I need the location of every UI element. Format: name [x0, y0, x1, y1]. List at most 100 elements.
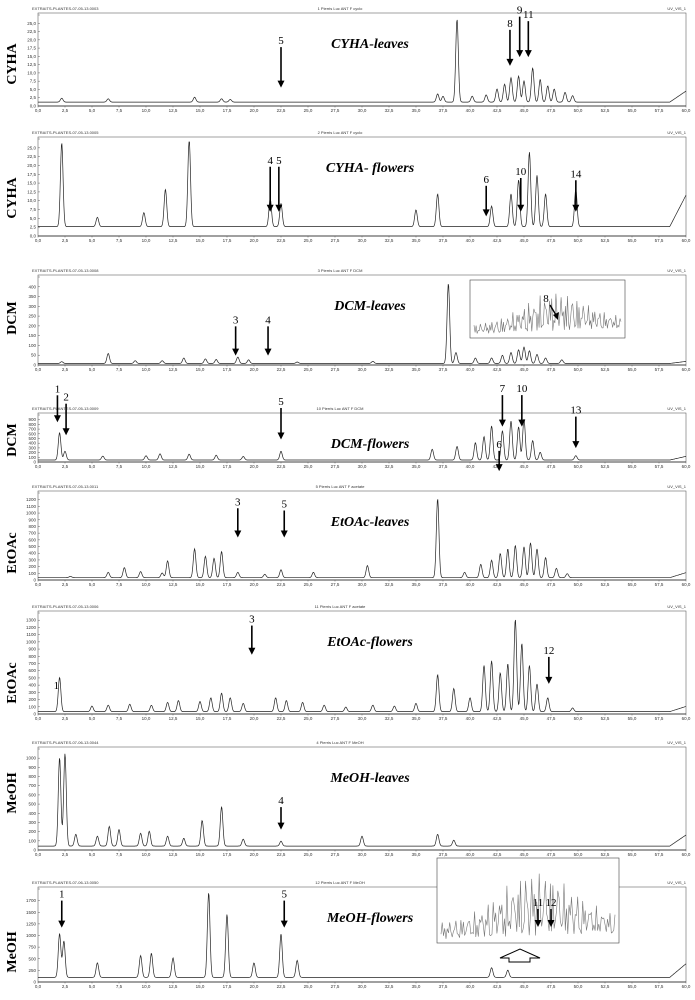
panel-1-arrow-head [277, 80, 285, 88]
panel-3-header-center: 3 Pierris Luc ANT F DCM [318, 268, 363, 273]
panel-2-x-tick: 2,5 [62, 238, 69, 243]
panel-6-frame [37, 610, 687, 715]
panel-3-x-tick: 55,0 [628, 367, 637, 372]
panel-5-arrow-label: 6 [496, 439, 502, 451]
panel-1-x-tick: 55,0 [628, 108, 637, 113]
panel-7-y-tick: 400 [28, 811, 36, 816]
panel-1-x-tick: 50,0 [574, 108, 583, 113]
panel-3-y-tick: 50 [31, 353, 37, 358]
panel-5-arrow-head [234, 530, 242, 538]
panel-1-y-tick: 12,5 [27, 62, 36, 67]
panel-2-arrow-head [517, 204, 525, 212]
panel-4-y-tick: 700 [28, 427, 36, 432]
panel-5-x-tick: 60,0 [682, 582, 691, 587]
panel-1-x-tick: 15,0 [196, 108, 205, 113]
panel-4-x-tick: 12,5 [169, 464, 178, 469]
panel-3-y-tick: 400 [28, 284, 36, 289]
panel-4-x-tick: 15,0 [196, 464, 205, 469]
panel-5-x-tick: 15,0 [196, 582, 205, 587]
panel-3-x-tick: 57,5 [655, 367, 664, 372]
panel-5-y-tick: 1100 [26, 504, 36, 509]
panel-5-arrow-label: 3 [235, 496, 241, 508]
panel-5-y-tick: 700 [28, 531, 36, 536]
panel-7-x-tick: 0,0 [35, 852, 42, 857]
panel-2-x-tick: 42,5 [493, 238, 502, 243]
panel-8-x-tick: 50,0 [574, 984, 583, 989]
panel-7-header-right: UV_VIS_1 [667, 740, 686, 745]
panel-6-x-tick: 20,0 [250, 716, 259, 721]
panel-6-y-tick: 400 [28, 683, 36, 688]
panel-5-x-tick: 47,5 [547, 582, 556, 587]
panel-4-arrow-label: 5 [278, 396, 284, 408]
panel-3-inset-trace [473, 293, 622, 334]
panel-6-x-tick: 5,0 [89, 716, 96, 721]
panel-8-x-tick: 35,0 [412, 984, 421, 989]
panel-3-x-tick: 15,0 [196, 367, 205, 372]
panel-3-title: DCM-leaves [333, 299, 406, 314]
panel-8-x-tick: 57,5 [655, 984, 664, 989]
panel-8-trace [38, 893, 687, 978]
panel-2-x-tick: 0,0 [35, 238, 42, 243]
panel-5-header-right: UV_VIS_1 [667, 484, 686, 489]
panel-5-x-tick: 57,5 [655, 582, 664, 587]
panel-5-x-tick: 27,5 [331, 582, 340, 587]
panel-7-x-tick: 50,0 [574, 852, 583, 857]
panel-4-arrow-head [277, 432, 285, 440]
panel-3: EXTRAITS-PLANTES-07-05-13.0008 3 Pierris … [5, 268, 691, 372]
panel-3-x-tick: 35,0 [412, 367, 421, 372]
panel-2-arrow-head [275, 204, 283, 212]
panel-8-arrow-label: 5 [281, 889, 287, 901]
panel-8-x-tick: 37,5 [439, 984, 448, 989]
panel-7-y-tick: 600 [28, 792, 36, 797]
panel-8-y-tick: 1000 [26, 933, 37, 938]
panel-3-x-tick: 5,0 [89, 367, 96, 372]
panel-5-x-tick: 12,5 [169, 582, 178, 587]
panel-6-x-tick: 32,5 [385, 716, 394, 721]
panel-5-x-tick: 37,5 [439, 582, 448, 587]
panel-3-inset-arrow-head [553, 312, 559, 320]
panel-5-x-tick: 10,0 [142, 582, 151, 587]
panel-3-x-tick: 30,0 [358, 367, 367, 372]
panel-2-x-tick: 60,0 [682, 238, 691, 243]
panel-8-x-tick: 0,0 [35, 984, 42, 989]
panel-8-inset-arrow-head [534, 920, 542, 927]
panel-7-x-tick: 15,0 [196, 852, 205, 857]
panel-8-y-tick: 1500 [26, 910, 37, 915]
panel-6-title: EtOAc-flowers [326, 635, 413, 650]
panel-5-y-tick: 0 [33, 578, 36, 583]
panel-8-x-tick: 30,0 [358, 984, 367, 989]
panel-7-x-tick: 2,5 [62, 852, 69, 857]
panel-5-x-tick: 2,5 [62, 582, 69, 587]
panel-7-y-tick: 0 [33, 848, 36, 853]
panel-5-side-label: EtOAc [5, 532, 20, 573]
panel-2-y-tick: 25,0 [27, 145, 36, 150]
panel-8-inset-arrow-head [547, 920, 555, 927]
panel-5-x-tick: 0,0 [35, 582, 42, 587]
panel-5-x-tick: 20,0 [250, 582, 259, 587]
panel-4-x-tick: 47,5 [547, 464, 556, 469]
panel-2-arrow-head [572, 204, 580, 212]
panel-7-y-tick: 1000 [26, 756, 37, 761]
panel-7-y-tick: 100 [28, 838, 36, 843]
panel-7-x-tick: 25,0 [304, 852, 313, 857]
panel-6-y-tick: 600 [28, 668, 36, 673]
panel-2-y-tick: 22,5 [27, 154, 36, 159]
panel-7-x-tick: 32,5 [385, 852, 394, 857]
panel-1-x-tick: 52,5 [601, 108, 610, 113]
panel-8-arrow-head [280, 920, 288, 928]
panel-5-x-tick: 40,0 [466, 582, 475, 587]
panel-7-x-tick: 17,5 [223, 852, 232, 857]
panel-2-arrow-label: 10 [515, 166, 527, 178]
panel-7-title: MeOH-leaves [329, 771, 410, 786]
panel-6-y-tick: 700 [28, 661, 36, 666]
panel-7-x-tick: 22,5 [277, 852, 286, 857]
panel-6-side-label: EtOAc [5, 662, 20, 703]
panel-2-y-tick: 15,0 [27, 181, 36, 186]
panel-5-x-tick: 25,0 [304, 582, 313, 587]
panel-7-x-tick: 30,0 [358, 852, 367, 857]
panel-7-y-tick: 700 [28, 783, 36, 788]
panel-1-x-tick: 32,5 [385, 108, 394, 113]
panel-3-inset-arrow-shaft [549, 304, 557, 316]
panel-5-x-tick: 32,5 [385, 582, 394, 587]
panel-5-x-tick: 42,5 [493, 582, 502, 587]
